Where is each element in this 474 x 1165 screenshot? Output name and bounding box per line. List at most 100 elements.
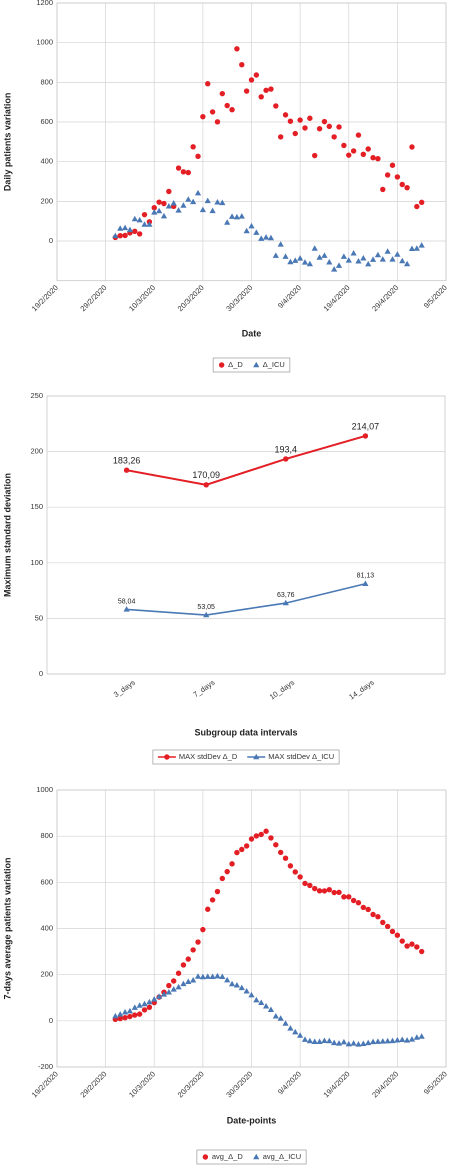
data-label: 214,07 (352, 421, 380, 431)
y-tick-label: 200 (40, 970, 53, 979)
marker-circle (166, 982, 172, 989)
marker-triangle (160, 991, 168, 997)
marker-triangle (194, 189, 202, 196)
marker-circle (185, 956, 191, 962)
legend-label: Δ_ICU (263, 360, 285, 369)
marker-triangle (355, 257, 362, 264)
marker-triangle (267, 1006, 275, 1012)
marker-circle (258, 831, 264, 838)
marker-triangle (418, 1033, 425, 1039)
marker-triangle (321, 1037, 328, 1044)
marker-triangle (165, 988, 172, 995)
marker-circle (190, 947, 196, 953)
marker-circle (219, 90, 226, 97)
marker-circle (205, 81, 211, 87)
plot-frame (56, 789, 447, 1068)
marker-triangle (340, 253, 347, 259)
legend-box (196, 1149, 307, 1165)
marker-triangle (253, 996, 260, 1003)
marker-circle (268, 86, 274, 92)
marker-triangle (209, 207, 216, 214)
legend-label: MAX stdDev Δ_D (179, 752, 238, 761)
marker-circle (350, 148, 357, 154)
marker-triangle (345, 1040, 352, 1047)
marker-triangle (146, 998, 153, 1005)
marker-triangle (185, 196, 192, 202)
y-tick-label: 200 (40, 196, 53, 205)
marker-circle (141, 211, 148, 218)
marker-triangle (204, 197, 211, 204)
marker-circle (203, 482, 209, 488)
marker-triangle (399, 1036, 406, 1042)
marker-triangle (297, 255, 304, 261)
marker-circle (321, 888, 328, 894)
marker-triangle (277, 241, 284, 247)
x-tick-label: 30/3/2020 (224, 283, 254, 313)
x-tick-label: 29/2/2020 (78, 283, 108, 313)
legend: Δ_D Δ_ICU (212, 357, 291, 373)
marker-circle (239, 61, 245, 68)
marker-triangle (389, 1037, 396, 1044)
marker-triangle (379, 256, 386, 262)
legend: MAX stdDev Δ_D MAX stdDev Δ_ICU (152, 749, 340, 765)
marker-triangle (362, 580, 369, 586)
marker-circle (370, 911, 376, 918)
marker-triangle (258, 235, 265, 241)
x-tick-label: 10_days (268, 678, 297, 702)
marker-triangle (199, 206, 206, 213)
x-tick-label: 20/3/2020 (176, 1069, 206, 1099)
marker-circle (248, 77, 255, 83)
marker-circle (277, 849, 284, 856)
y-tick-label: -200 (38, 1062, 53, 1071)
marker-circle (122, 232, 128, 239)
marker-circle (164, 754, 170, 760)
marker-triangle (418, 242, 425, 248)
marker-circle (326, 123, 332, 130)
legend-label: avg_Δ_ICU (263, 1152, 301, 1161)
marker-circle (409, 941, 415, 947)
marker-triangle (316, 254, 323, 260)
legend-box (152, 749, 340, 765)
marker-circle (218, 362, 225, 368)
marker-triangle (272, 252, 279, 258)
marker-triangle (243, 227, 250, 234)
marker-circle (312, 152, 318, 159)
marker-triangle (287, 1025, 294, 1031)
x-tick-label: 19/2/2020 (30, 283, 60, 313)
marker-circle (292, 869, 298, 875)
marker-triangle (282, 1020, 289, 1026)
marker-circle (355, 132, 362, 138)
marker-circle (263, 87, 269, 93)
y-tick-label: 1000 (36, 38, 53, 47)
marker-circle (380, 186, 386, 193)
marker-circle (346, 152, 352, 158)
marker-triangle (151, 996, 158, 1002)
marker-triangle (374, 251, 382, 258)
marker-triangle (394, 1036, 401, 1043)
marker-triangle (117, 1011, 124, 1017)
marker-triangle (350, 250, 357, 256)
marker-circle (355, 900, 362, 906)
marker-triangle (253, 361, 260, 368)
y-tick-label: 400 (40, 157, 53, 166)
x-tick-label: 3_days (112, 678, 137, 699)
marker-triangle (331, 1039, 338, 1046)
marker-circle (234, 849, 240, 856)
marker-triangle (340, 1038, 347, 1045)
x-tick-label: 10/3/2020 (127, 1069, 157, 1099)
marker-circle (341, 894, 347, 900)
marker-circle (389, 162, 396, 168)
marker-circle (180, 962, 187, 968)
data-label: 183,26 (113, 456, 141, 466)
marker-triangle (326, 258, 333, 265)
marker-circle (287, 863, 294, 869)
marker-circle (229, 861, 235, 867)
marker-circle (316, 126, 323, 132)
marker-circle (190, 144, 196, 150)
marker-circle (175, 165, 182, 171)
marker-circle (365, 146, 371, 152)
data-label: 170,09 (192, 470, 220, 480)
data-label: 193,4 (275, 444, 298, 454)
marker-circle (273, 103, 279, 109)
y-axis-title: Daily patients variation (2, 93, 12, 192)
